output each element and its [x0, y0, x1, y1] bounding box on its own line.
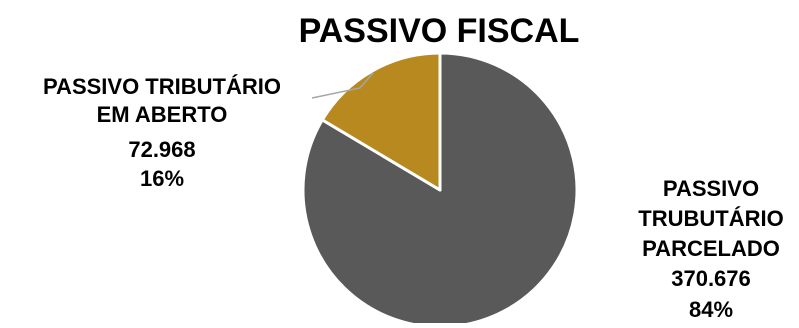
pie-slice-1 [320, 51, 442, 192]
chart-title: PASSIVO FISCAL [299, 12, 580, 50]
label-group-em-aberto: PASSIVO TRIBUTÁRIO EM ABERTO 72.968 16% [43, 74, 281, 191]
slice-label-line: EM ABERTO [97, 102, 228, 127]
slice-value-label: 72.968 [128, 137, 195, 162]
slice-label-line: PASSIVO TRIBUTÁRIO [43, 74, 281, 99]
slice-percent-label: 84% [689, 297, 733, 322]
slice-value-label: 370.676 [671, 266, 751, 291]
label-group-parcelado: PASSIVO TRUBUTÁRIO PARCELADO 370.676 84% [638, 176, 783, 322]
slice-label-line: PARCELADO [642, 236, 780, 261]
leader-line [311, 72, 374, 99]
pie-slices [301, 51, 579, 328]
slice-label-line: PASSIVO [663, 176, 759, 201]
slice-label-line: TRUBUTÁRIO [638, 206, 783, 231]
slice-percent-label: 16% [140, 166, 184, 191]
